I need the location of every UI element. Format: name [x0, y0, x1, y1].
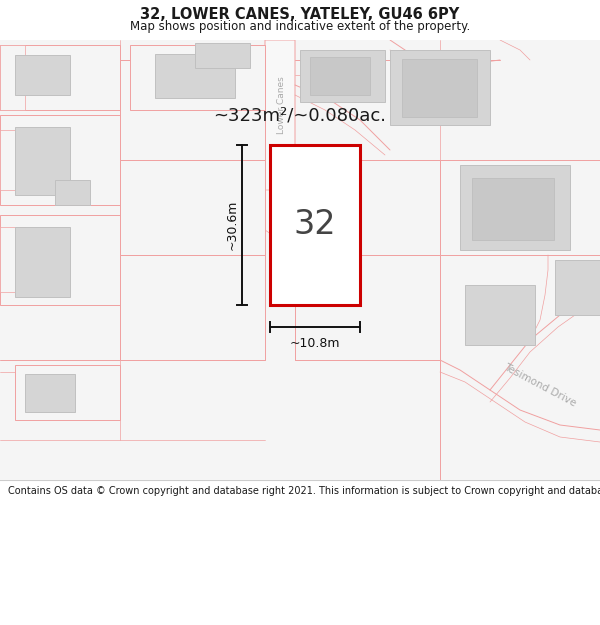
Bar	[55, 180, 90, 205]
Text: Tesimond Drive: Tesimond Drive	[502, 362, 578, 408]
Bar	[295, 255, 440, 360]
Bar	[15, 227, 70, 297]
Bar	[120, 60, 265, 160]
Text: ~10.8m: ~10.8m	[290, 337, 340, 350]
Bar	[155, 54, 235, 98]
Text: 32: 32	[293, 209, 337, 241]
Polygon shape	[265, 190, 295, 240]
Polygon shape	[265, 40, 295, 210]
Bar	[0, 45, 25, 110]
Bar	[195, 43, 250, 68]
Bar	[120, 160, 265, 255]
Bar	[555, 260, 600, 315]
Bar	[0, 115, 120, 205]
Bar	[472, 178, 554, 240]
Bar	[15, 127, 70, 195]
Text: ~323m²/~0.080ac.: ~323m²/~0.080ac.	[214, 106, 386, 124]
Bar	[0, 45, 120, 110]
Bar	[465, 285, 535, 345]
Bar	[25, 374, 75, 412]
Bar	[15, 55, 70, 95]
Bar	[0, 215, 120, 305]
Text: Contains OS data © Crown copyright and database right 2021. This information is : Contains OS data © Crown copyright and d…	[8, 486, 600, 496]
Bar	[310, 57, 370, 95]
Bar	[120, 255, 265, 360]
Bar	[402, 59, 477, 117]
Bar	[460, 165, 570, 250]
Text: Lower Canes: Lower Canes	[277, 76, 287, 134]
Bar	[390, 50, 490, 125]
Bar	[300, 50, 385, 102]
Text: 32, LOWER CANES, YATELEY, GU46 6PY: 32, LOWER CANES, YATELEY, GU46 6PY	[140, 8, 460, 22]
Text: Map shows position and indicative extent of the property.: Map shows position and indicative extent…	[130, 20, 470, 32]
Bar	[295, 160, 440, 255]
Text: ~30.6m: ~30.6m	[226, 200, 239, 250]
Bar	[130, 45, 265, 110]
Bar	[0, 227, 25, 292]
Bar	[270, 145, 360, 305]
Bar	[15, 365, 120, 420]
Bar	[0, 130, 25, 190]
